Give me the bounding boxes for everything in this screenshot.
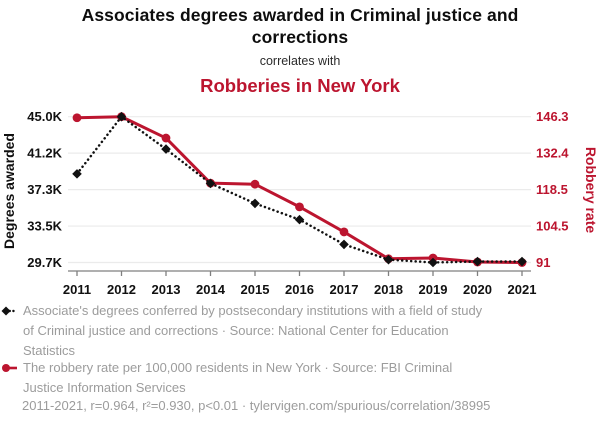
- x-axis-tick-label: 2020: [463, 282, 492, 297]
- x-axis-tick-label: 2015: [241, 282, 270, 297]
- degrees-data-point: [250, 198, 260, 209]
- left-axis-tick-label: 29.7K: [27, 255, 62, 270]
- correlation-line-chart: 45.0K 41.2K 37.3K 33.5K 29.7K 146.3 132.4 118.5…: [1, 109, 599, 297]
- x-axis-tick-label: 2011: [63, 282, 91, 297]
- correlates-with-text: correlates with: [259, 54, 341, 68]
- right-axis-tick-label: 146.3: [536, 109, 569, 124]
- robbery-data-point: [339, 227, 349, 237]
- gridlines: [68, 116, 531, 264]
- degrees-data-point: [72, 169, 82, 179]
- left-axis-tick-label: 45.0K: [27, 109, 62, 124]
- legend-degrees-text: Associate's degrees conferred by postsec…: [23, 303, 483, 358]
- robbery-data-point: [295, 202, 304, 212]
- robbery-data-point: [250, 179, 260, 189]
- x-axis-tick-label: 2013: [152, 282, 181, 297]
- left-axis-title: Degrees awarded: [1, 133, 17, 249]
- x-axis-tick-label: 2014: [196, 282, 226, 297]
- robbery-series-marker-icon: [2, 364, 17, 372]
- x-axis-tick-label: 2016: [285, 282, 314, 297]
- x-axis-tick-label: 2012: [107, 282, 136, 297]
- right-axis-tick-label: 104.5: [536, 219, 569, 234]
- robbery-data-point: [161, 133, 171, 143]
- left-axis-tick-label: 33.5K: [27, 219, 62, 234]
- chart-header: Associates degrees awarded in Criminal j…: [0, 5, 600, 97]
- x-axis-tick-label: 2018: [374, 282, 403, 297]
- degrees-data-point: [161, 144, 171, 154]
- degrees-series-marker-icon: [1, 306, 17, 316]
- right-axis-title: Robbery rate: [583, 147, 599, 234]
- page-title: Associates degrees awarded in Criminal j…: [81, 5, 519, 47]
- degrees-data-point: [205, 178, 216, 189]
- right-axis-tick-label: 132.4: [536, 146, 569, 161]
- robbery-data-point: [72, 113, 82, 123]
- legend-item-degrees: Associate's degrees conferred by postsec…: [1, 301, 591, 361]
- left-axis-tick-label: 41.2K: [27, 146, 62, 161]
- legend-item-robbery: The robbery rate per 100,000 residents i…: [1, 358, 591, 398]
- degrees-data-point: [339, 239, 349, 250]
- axis-tick-labels: 45.0K 41.2K 37.3K 33.5K 29.7K 146.3 132.4 118.5…: [27, 109, 569, 297]
- degrees-data-point: [472, 256, 483, 267]
- x-axis-tick-label: 2019: [419, 282, 448, 297]
- left-axis-tick-label: 37.3K: [27, 182, 62, 197]
- stats-citation-text: 2011-2021, r=0.964, r²=0.930, p<0.01 · t…: [22, 398, 491, 413]
- right-axis-tick-label: 118.5: [536, 182, 568, 197]
- degrees-data-point: [294, 214, 305, 225]
- secondary-title: Robberies in New York: [200, 75, 400, 96]
- degrees-data-point: [383, 254, 394, 265]
- degrees-data-point: [517, 256, 527, 267]
- degrees-data-point: [428, 257, 438, 268]
- x-axis: [68, 270, 531, 276]
- legend-robbery-text: The robbery rate per 100,000 residents i…: [23, 360, 453, 395]
- x-axis-tick-label: 2021: [508, 282, 537, 297]
- degrees-data-point: [116, 111, 127, 122]
- x-axis-tick-label: 2017: [330, 282, 359, 297]
- degrees-awarded-series: [72, 111, 527, 268]
- right-axis-tick-label: 91: [536, 255, 550, 270]
